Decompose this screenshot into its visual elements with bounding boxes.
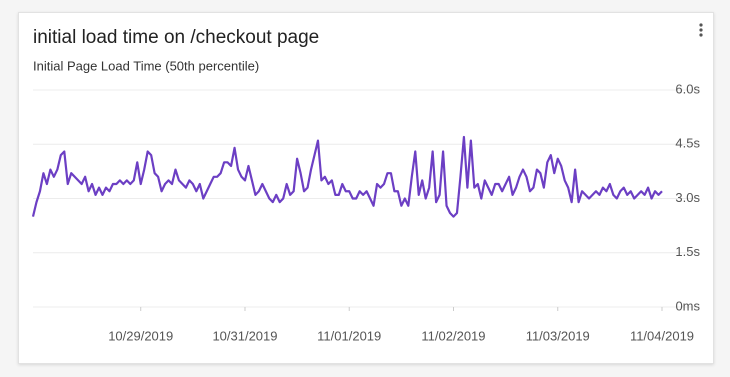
chart-subtitle: Initial Page Load Time (50th percentile) <box>33 58 259 73</box>
x-tick-label: 11/01/2019 <box>317 328 381 343</box>
x-tick-label: 10/29/2019 <box>108 328 173 343</box>
series-line <box>31 135 663 218</box>
y-tick-label: 0ms <box>675 298 700 313</box>
x-tick-label: 10/31/2019 <box>212 328 277 343</box>
chart-title: initial load time on /checkout page <box>33 27 319 48</box>
x-tick-label: 11/04/2019 <box>630 328 694 343</box>
y-tick-label: 3.0s <box>675 190 700 205</box>
x-tick-label: 11/03/2019 <box>526 328 590 343</box>
y-tick-label: 6.0s <box>675 81 700 96</box>
y-tick-label: 1.5s <box>675 244 700 259</box>
x-tick-label: 11/02/2019 <box>421 328 485 343</box>
menu-button[interactable] <box>699 23 703 37</box>
chart-card <box>18 12 714 364</box>
y-tick-label: 4.5s <box>675 136 700 151</box>
